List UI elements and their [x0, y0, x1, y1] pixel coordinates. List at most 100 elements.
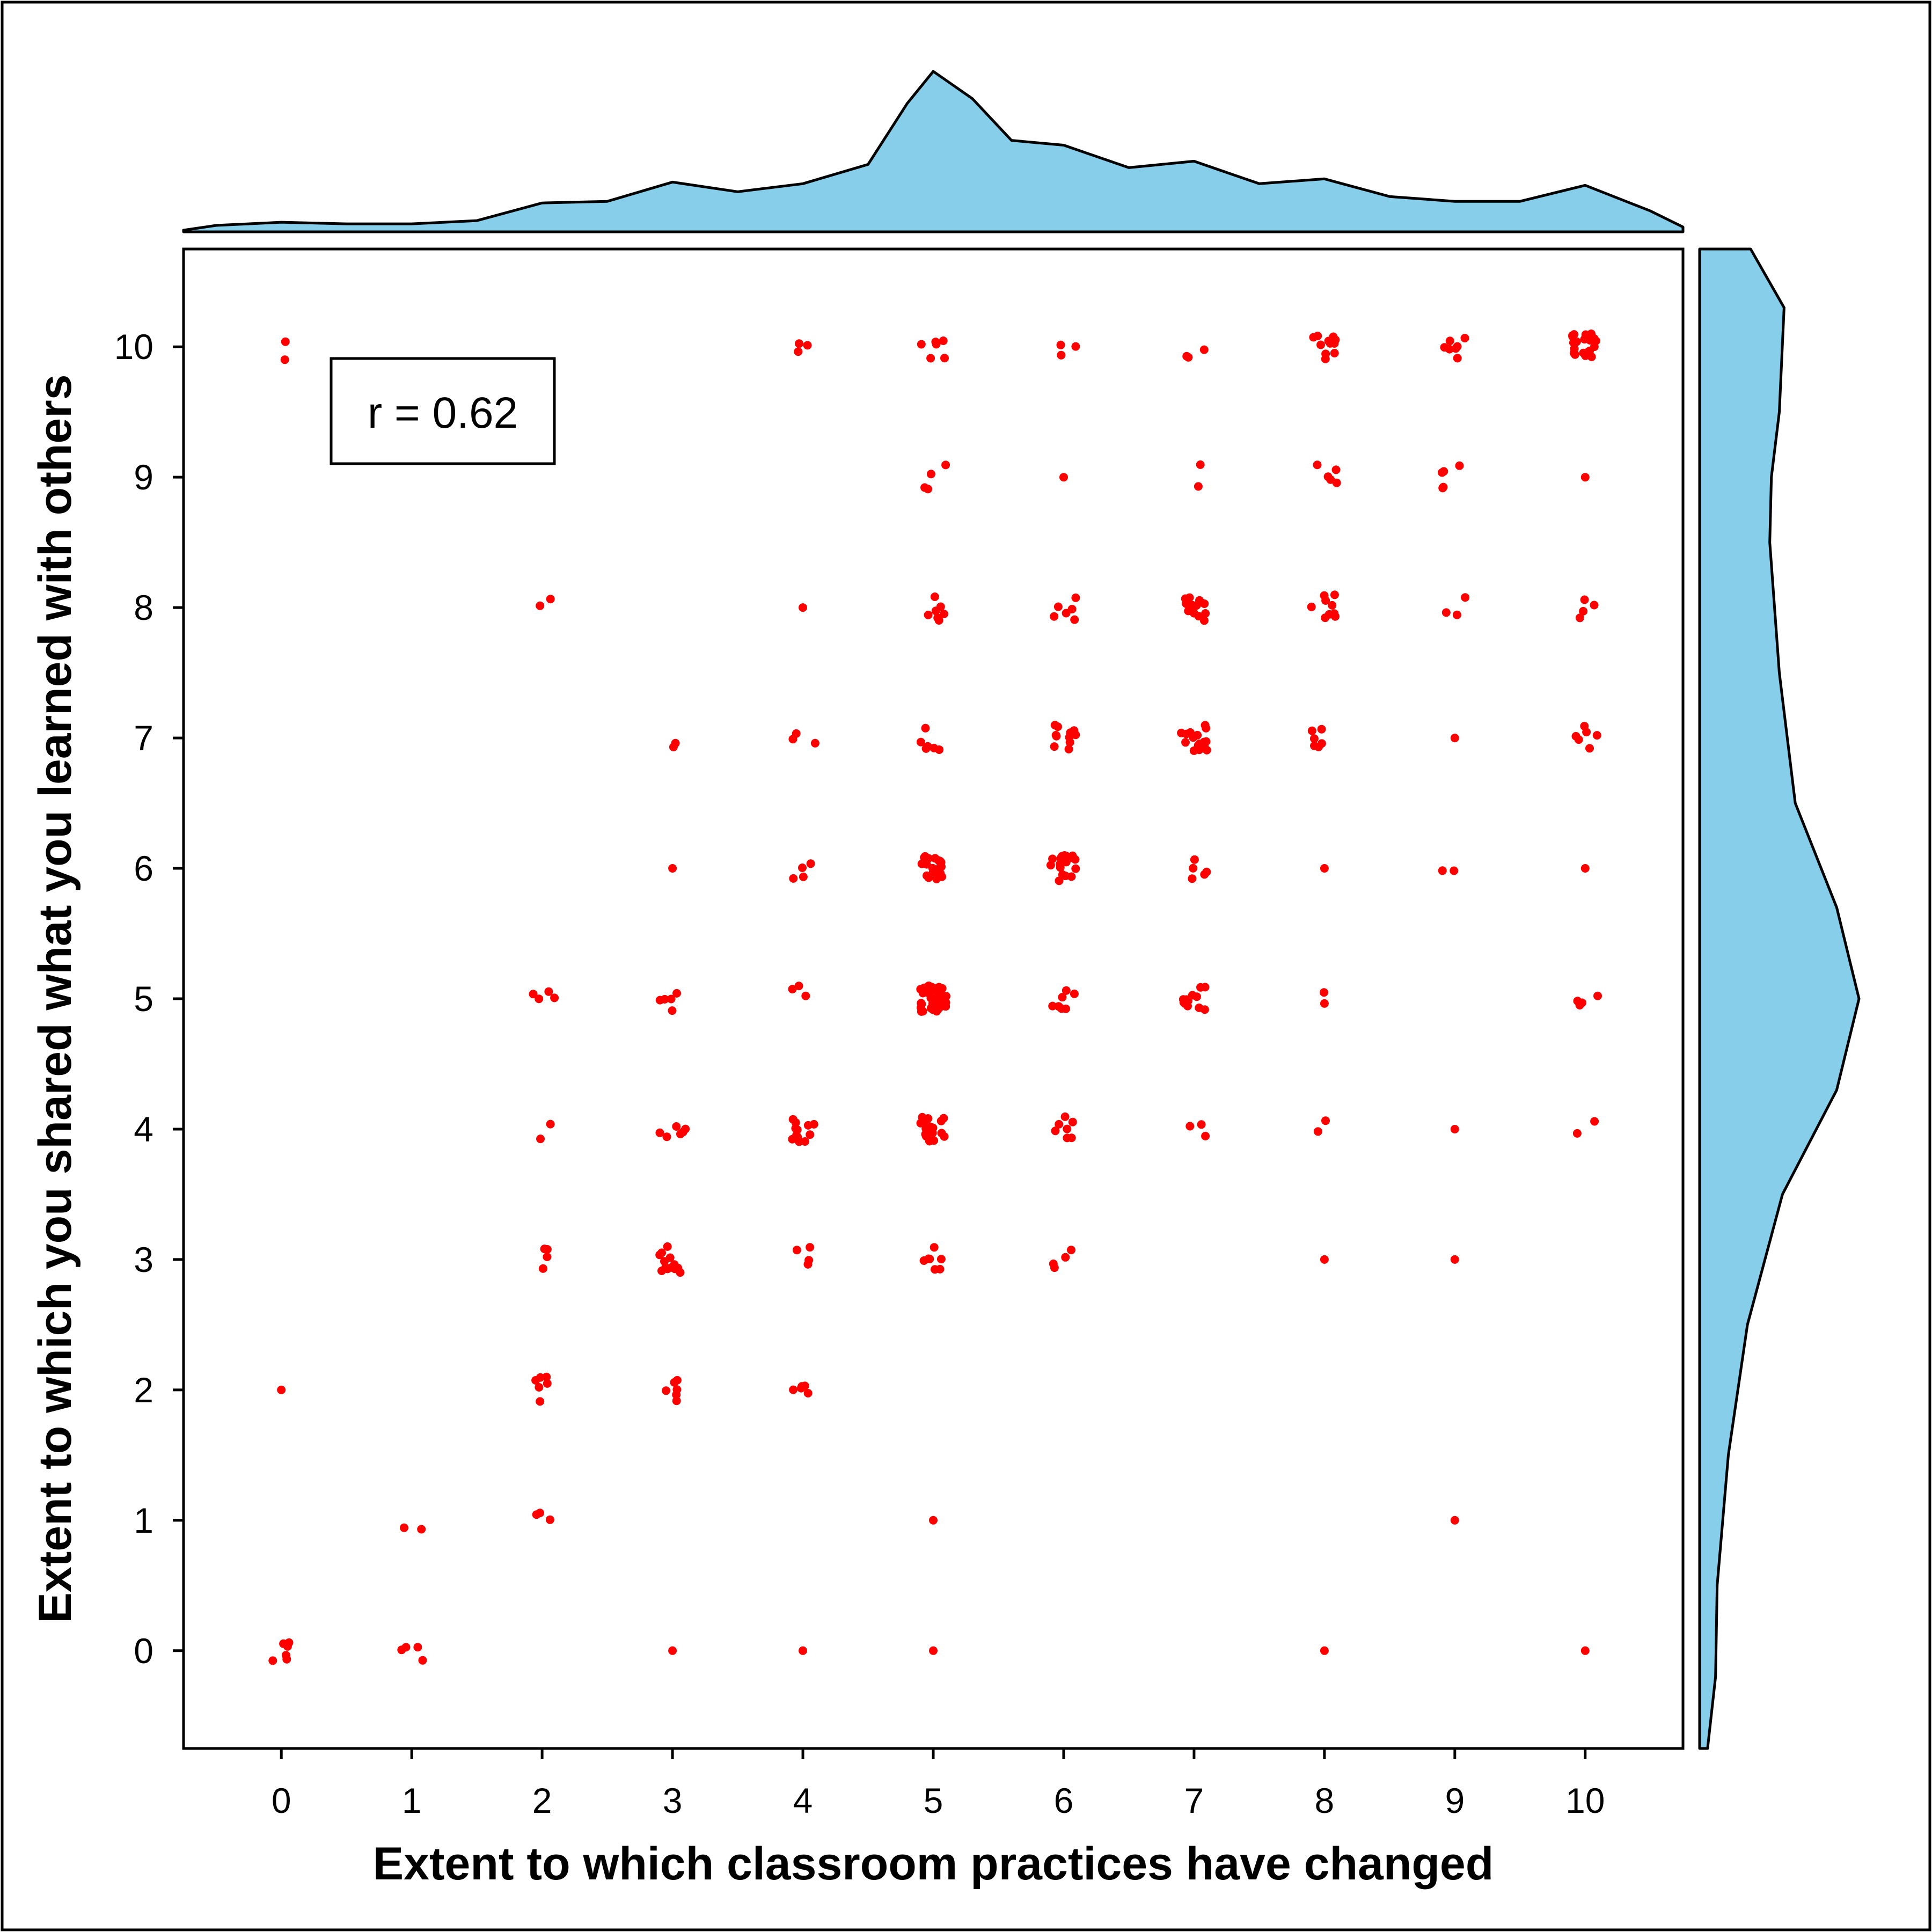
scatter-point	[1068, 1117, 1077, 1126]
x-tick-label: 4	[793, 1781, 813, 1820]
scatter-point	[795, 339, 803, 348]
scatter-point	[1071, 864, 1080, 873]
scatter-point	[672, 989, 681, 998]
scatter-point	[803, 1260, 813, 1269]
scatter-point	[1450, 866, 1459, 875]
y-tick-label: 7	[134, 718, 153, 758]
scatter-point	[1438, 866, 1447, 875]
scatter-point	[936, 1001, 945, 1011]
x-tick-label: 0	[272, 1781, 291, 1820]
scatter-point	[1307, 726, 1316, 735]
scatter-point	[268, 1656, 277, 1665]
scatter-point	[280, 355, 289, 364]
scatter-point	[1048, 854, 1057, 863]
scatter-point	[929, 1646, 938, 1655]
scatter-point	[921, 723, 930, 733]
scatter-points	[268, 330, 1602, 1665]
scatter-point	[1313, 460, 1322, 470]
scatter-point	[1051, 1126, 1060, 1136]
scatter-point	[806, 1130, 815, 1139]
scatter-point	[413, 1643, 422, 1652]
scatter-point	[281, 337, 290, 346]
scatter-point	[1195, 1003, 1204, 1012]
scatter-point	[924, 1114, 933, 1123]
scatter-point	[1580, 1646, 1590, 1655]
scatter-point	[932, 874, 941, 883]
scatter-point	[531, 1376, 540, 1385]
scatter-point	[1451, 344, 1460, 353]
scatter-point	[1574, 735, 1583, 744]
scatter-point	[794, 982, 803, 991]
y-tick-label: 8	[134, 588, 153, 627]
y-tick-label: 9	[134, 457, 153, 497]
scatter-point	[1071, 342, 1080, 351]
scatter-point	[1450, 1516, 1459, 1525]
scatter-point	[401, 1643, 411, 1652]
scatter-point	[1317, 739, 1326, 748]
scatter-point	[1190, 855, 1199, 864]
scatter-point	[681, 1124, 690, 1133]
scatter-point	[1055, 1119, 1064, 1129]
scatter-point	[939, 336, 948, 345]
scatter-point	[1182, 729, 1191, 738]
scatter-point	[1309, 734, 1319, 743]
scatter-point	[535, 1383, 544, 1392]
scatter-point	[938, 984, 947, 993]
x-axis-ticks: 0 1 2 3 4 5 6 7 8 9 10	[272, 1748, 1605, 1820]
scatter-point	[1587, 330, 1596, 338]
scatter-point	[672, 1396, 681, 1406]
scatter-point	[1330, 349, 1339, 357]
scatter-point	[672, 1385, 682, 1394]
scatter-point	[793, 1133, 802, 1142]
scatter-point	[668, 864, 677, 873]
scatter-point	[1321, 354, 1330, 363]
scatter-point	[928, 1005, 938, 1014]
scatter-point	[924, 1254, 933, 1263]
scatter-point	[400, 1523, 408, 1532]
scatter-point	[936, 862, 945, 871]
scatter-point	[1317, 724, 1326, 734]
scatter-point	[1320, 999, 1329, 1008]
scatter-point	[538, 1264, 547, 1273]
scatter-point	[1184, 353, 1193, 362]
scatter-point	[1188, 991, 1197, 1000]
scatter-point	[926, 354, 935, 363]
scatter-point	[1328, 601, 1337, 610]
scatter-point	[1070, 989, 1079, 998]
scatter-point	[535, 994, 544, 1004]
scatter-point	[916, 737, 925, 747]
scatter-point	[803, 1389, 813, 1397]
scatter-point	[931, 606, 940, 616]
scatter-point	[1062, 852, 1071, 860]
scatter-point	[1197, 1120, 1206, 1129]
scatter-point	[799, 1646, 807, 1655]
scatter-point	[791, 1118, 800, 1127]
scatter-point	[1577, 998, 1586, 1007]
y-tick-label: 0	[134, 1631, 153, 1671]
scatter-point	[1196, 460, 1205, 469]
scatter-point	[928, 1129, 937, 1138]
scatter-point	[1323, 472, 1333, 481]
scatter-point	[1320, 864, 1329, 873]
scatter-point	[1593, 991, 1602, 1000]
scatter-point	[1321, 596, 1330, 605]
scatter-point	[663, 1242, 672, 1251]
scatter-point	[655, 1250, 664, 1260]
scatter-point	[924, 854, 933, 863]
scatter-point	[1570, 330, 1578, 339]
correlation-label: r = 0.62	[368, 389, 518, 437]
scatter-point	[1065, 738, 1074, 747]
scatter-point	[1050, 612, 1059, 621]
scatter-point	[1320, 1646, 1329, 1655]
x-tick-label: 2	[532, 1781, 552, 1820]
x-tick-label: 5	[924, 1781, 943, 1820]
scatter-point	[931, 854, 940, 863]
scatter-point	[1057, 350, 1066, 360]
scatter-point	[670, 1264, 679, 1274]
scatter-point	[1201, 609, 1210, 618]
scatter-point	[1450, 734, 1459, 743]
scatter-point	[1445, 336, 1454, 346]
scatter-point	[1202, 737, 1211, 746]
scatter-point	[536, 1135, 545, 1144]
scatter-point	[546, 1119, 555, 1129]
